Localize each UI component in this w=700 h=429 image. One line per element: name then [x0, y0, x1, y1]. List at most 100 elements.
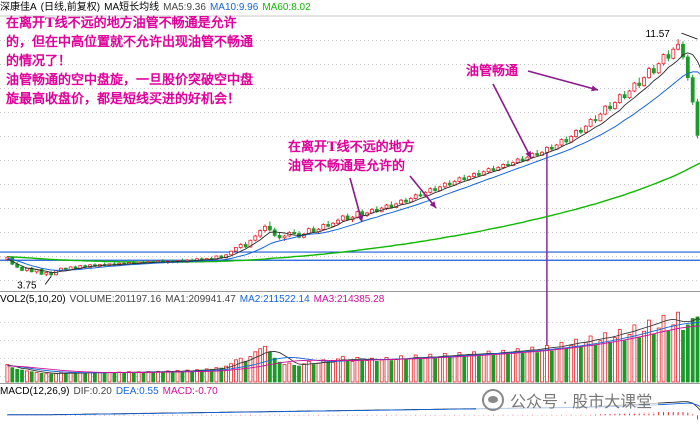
candle-body: [326, 224, 331, 227]
volume-bar: [535, 352, 540, 383]
volume-bar: [321, 359, 326, 383]
period-label: (日线,前复权): [40, 2, 101, 13]
volume-bar: [442, 352, 447, 383]
candle-body: [272, 229, 277, 236]
volume-bar: [248, 356, 253, 383]
annotation-arrow: [527, 70, 599, 91]
volume-bar: [345, 360, 350, 383]
volume-bar: [83, 372, 88, 383]
candle-body: [277, 234, 282, 239]
candle-body: [263, 225, 267, 231]
candle-body: [248, 239, 253, 248]
volume-bar: [408, 357, 413, 383]
volume-bar: [355, 356, 360, 383]
candle-body: [253, 235, 258, 241]
volume-bar: [340, 356, 345, 383]
candle-body: [564, 139, 569, 143]
volume-bar: [301, 363, 306, 383]
candle-body: [267, 225, 272, 231]
volume-bar: [457, 352, 462, 383]
candle-body: [530, 153, 535, 158]
volume-bar: [603, 332, 608, 383]
candle-body: [617, 94, 622, 103]
volume-bar: [413, 354, 418, 383]
candle-body: [549, 146, 554, 150]
candle-body: [345, 215, 350, 220]
volume-bar: [374, 360, 379, 383]
volume-bar: [433, 357, 438, 383]
volume-bar: [613, 337, 617, 383]
candle-body: [399, 199, 404, 205]
volume-bar: [161, 371, 165, 383]
candle-body: [340, 215, 345, 221]
volume-bar: [39, 372, 44, 383]
candle-body: [627, 90, 632, 99]
volume-bar: [467, 354, 472, 383]
candle-body: [282, 235, 287, 239]
volume-bar: [651, 333, 656, 383]
volume-bar: [520, 352, 525, 383]
candle-body: [515, 158, 520, 163]
volume-bar: [49, 373, 54, 383]
volume-bar: [549, 350, 554, 383]
ma60-line: [7, 162, 700, 263]
volume-bar: [175, 370, 180, 383]
candle-body: [622, 94, 627, 99]
volume-bar: [156, 370, 161, 383]
volume-bar: [476, 355, 481, 383]
watermark: 公众号 · 股市大课堂: [476, 386, 659, 414]
annotation-arrow: [409, 175, 437, 209]
candle-body: [438, 186, 442, 191]
macd-header: MACD(12,26,9) DIF:0.20 DEA:0.55 MACD:-0.70: [0, 384, 222, 400]
annotation-arrowhead: [429, 201, 436, 208]
volume-bar: [384, 356, 389, 383]
volume-bar: [608, 341, 612, 383]
volume-bar: [360, 359, 365, 383]
annotation-arrowhead: [591, 85, 598, 92]
candle-body: [603, 105, 608, 115]
volume-bar: [233, 359, 238, 383]
annotation-right: 油管畅通: [466, 64, 519, 79]
volume-header: VOL2(5,10,20) VOLUME:201197.16 MA1:209941.…: [0, 292, 388, 308]
volume-bar: [598, 340, 603, 383]
volume-bar: [68, 372, 73, 383]
vol-ma3-value: MA3:214385.28: [313, 294, 385, 305]
volume-bar: [165, 370, 170, 383]
candle-body: [39, 268, 44, 275]
annotation-arrowhead: [357, 215, 364, 222]
volume-bar: [685, 324, 690, 383]
candle-body: [224, 254, 229, 259]
candle-body: [632, 82, 637, 92]
annotation-arrow: [492, 83, 532, 159]
volume-bar: [190, 370, 195, 383]
volume-bar: [365, 360, 370, 383]
volume-bar: [63, 372, 68, 383]
volume-bar: [10, 367, 15, 383]
candle-body: [642, 77, 646, 86]
candle-body: [574, 129, 578, 137]
volume-bar: [418, 358, 423, 383]
volume-bar: [287, 362, 292, 383]
volume-bar: [438, 356, 442, 383]
volume-bar: [107, 371, 112, 383]
volume-bar: [379, 359, 384, 383]
candle-body: [690, 77, 695, 103]
volume-bar: [583, 341, 588, 383]
ma5-line: [7, 52, 700, 273]
candle-body: [418, 194, 423, 197]
volume-bar: [676, 311, 680, 383]
volume-bar: [316, 362, 321, 383]
volume-bar: [204, 368, 209, 383]
ma10-value: MA10:9.96: [209, 2, 259, 13]
annotation-top-line: 旋最高收盘价，都是短线买进的好机会！: [6, 92, 241, 107]
volume-bar: [185, 369, 190, 383]
volume-bar: [15, 368, 20, 383]
volume-bar: [88, 371, 92, 383]
price-label: 11.57: [646, 29, 671, 40]
volume-bar: [112, 372, 117, 383]
candle-body: [608, 105, 612, 109]
annotation-top-line: 的情况了！: [6, 54, 72, 69]
annotation-middle-line: 在离开T线不远的地方: [288, 140, 415, 155]
watermark-text: 公众号 · 股市大课堂: [510, 394, 653, 411]
